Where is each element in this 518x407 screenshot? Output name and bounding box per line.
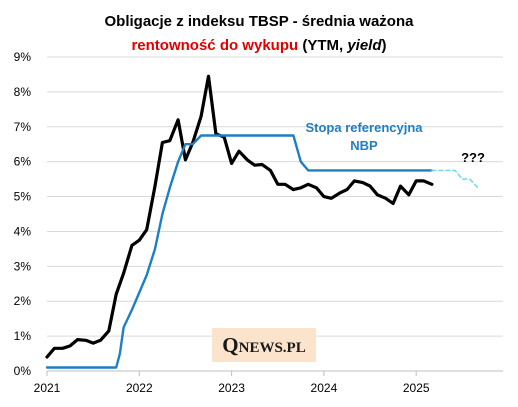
y-tick-label: 8% [14,85,32,99]
chart-title-line1: Obligacje z indeksu TBSP - średnia ważon… [105,13,415,30]
x-tick-label: 2024 [311,381,338,395]
chart-grid [47,56,503,372]
series-line-ytm [45,74,434,359]
y-tick-label: 4% [14,224,32,238]
y-tick-label: 7% [14,120,32,134]
series-line-nbp_projection [431,169,479,189]
y-tick-label: 5% [14,190,32,204]
x-axis-ticks: 2021 2022 2023 2024 2025 [34,371,430,395]
chart-series [45,74,479,369]
x-tick-label: 2025 [403,381,430,395]
watermark-text: QNEWS.PL [222,333,305,357]
chart-title-red: rentowność do wykupu [131,37,298,54]
nbp-label-line1: Stopa referencyjna [305,120,423,135]
chart-title-italic: yield [346,37,382,54]
x-tick-label: 2021 [34,381,61,395]
chart-title-rest-prefix: (YTM, [298,37,347,54]
y-tick-label: 0% [14,364,32,378]
y-tick-label: 9% [14,50,32,64]
question-annotation: ??? [461,150,485,165]
y-tick-label: 3% [14,259,32,273]
y-tick-label: 1% [14,329,32,343]
watermark-background [212,328,316,362]
y-tick-label: 2% [14,294,32,308]
watermark-rest: NEWS.PL [239,340,306,356]
y-tick-label: 6% [14,155,32,169]
nbp-label-line2: NBP [350,138,378,153]
watermark-q: Q [222,333,238,357]
chart-title-line2: rentowność do wykupu (YTM, yield) [131,37,386,54]
x-tick-label: 2023 [218,381,245,395]
x-tick-label: 2022 [126,381,153,395]
chart-title-rest-suffix: ) [382,37,387,54]
series-line-nbp [45,134,434,369]
y-axis-ticks: 0% 1% 2% 3% 4% 5% 6% 7% 8% 9% [14,50,32,378]
qnews-watermark: QNEWS.PL [212,328,316,362]
